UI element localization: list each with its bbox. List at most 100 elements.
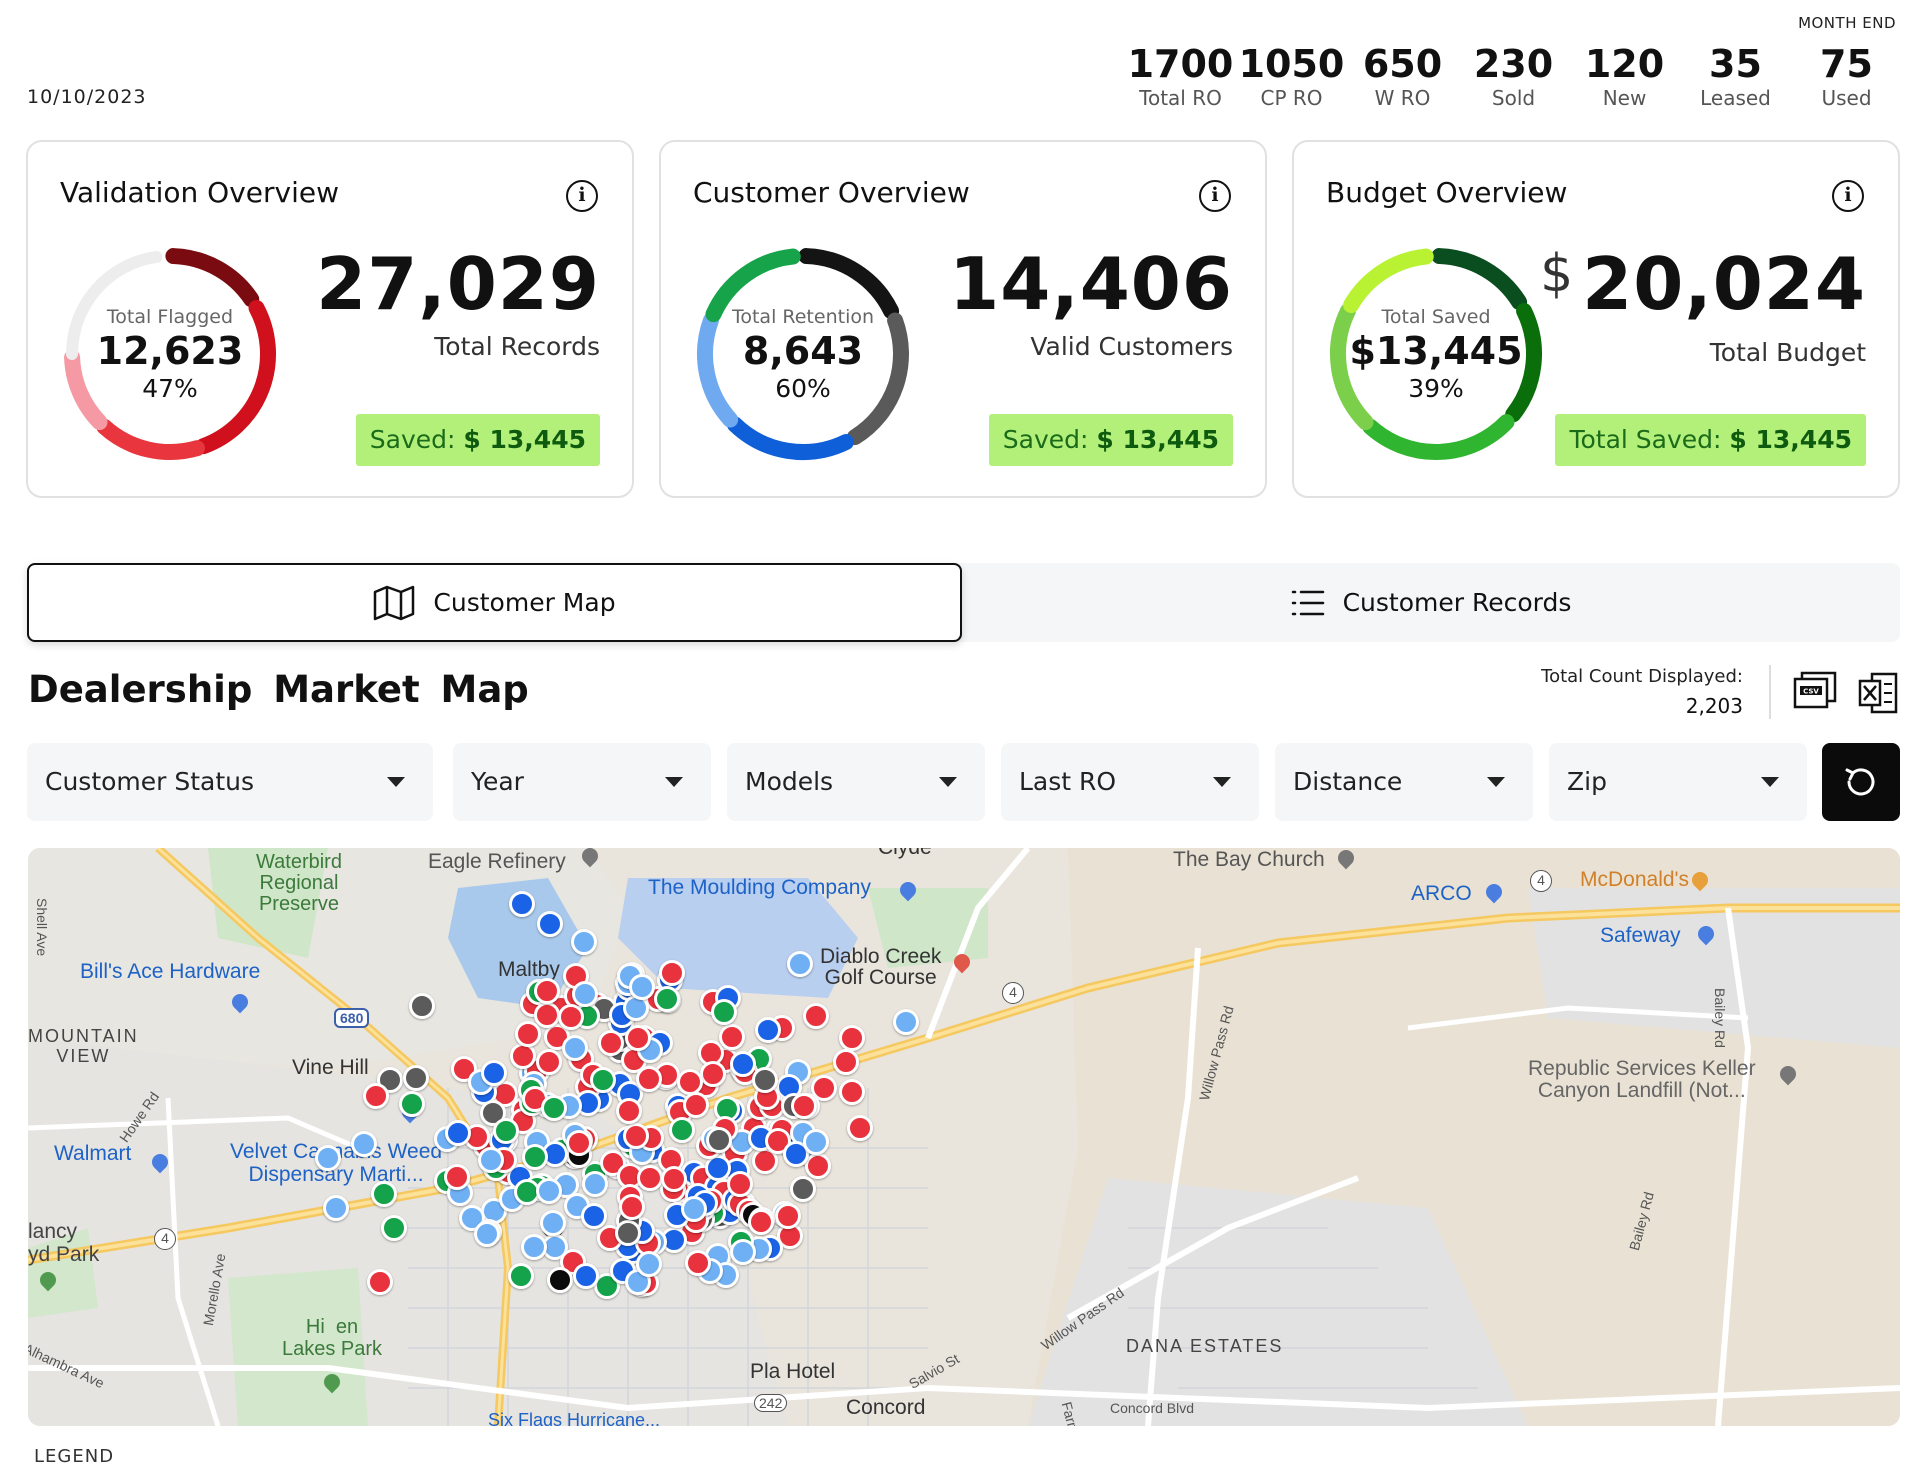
donut-center: Total Retention 8,643 60% [691, 242, 915, 466]
customer-marker[interactable] [615, 1219, 642, 1246]
reset-filters-button[interactable] [1822, 743, 1900, 821]
customer-marker[interactable] [661, 1165, 688, 1192]
customer-marker[interactable] [629, 973, 656, 1000]
donut-center: Total Saved $13,445 39% [1324, 242, 1548, 466]
customer-marker[interactable] [752, 1067, 779, 1094]
donut-segment [195, 299, 276, 455]
customer-marker[interactable] [536, 1049, 563, 1076]
customer-marker[interactable] [537, 911, 563, 937]
customer-marker[interactable] [791, 1093, 817, 1120]
customer-marker[interactable] [719, 1024, 746, 1051]
customer-marker[interactable] [540, 1095, 567, 1122]
customer-marker[interactable] [381, 1215, 407, 1241]
customer-marker[interactable] [546, 1267, 573, 1294]
customer-marker[interactable] [323, 1195, 349, 1221]
customer-marker[interactable] [533, 978, 560, 1005]
customer-marker[interactable] [680, 1196, 707, 1223]
customer-marker[interactable] [615, 1098, 642, 1125]
filter-last-ro[interactable]: Last RO [1001, 743, 1259, 821]
customer-marker[interactable] [514, 1179, 541, 1206]
customer-marker[interactable] [775, 1203, 802, 1230]
customer-marker[interactable] [371, 1181, 397, 1207]
customer-marker[interactable] [582, 1171, 609, 1198]
filter-zip[interactable]: Zip [1549, 743, 1807, 821]
customer-marker[interactable] [729, 1239, 756, 1266]
customer-marker[interactable] [351, 1131, 377, 1157]
customer-marker[interactable] [802, 1128, 829, 1155]
customer-marker[interactable] [522, 1143, 549, 1170]
customer-marker[interactable] [705, 1126, 732, 1153]
info-icon[interactable]: i [1832, 180, 1864, 212]
customer-marker[interactable] [805, 1153, 831, 1179]
filter-distance[interactable]: Distance [1275, 743, 1533, 821]
customer-marker[interactable] [445, 1120, 472, 1147]
customer-marker[interactable] [520, 1234, 547, 1261]
customer-marker[interactable] [572, 980, 599, 1007]
map-label-maltby: Maltby [498, 958, 560, 981]
customer-marker[interactable] [573, 1262, 600, 1289]
customer-marker[interactable] [668, 1116, 695, 1143]
filter-customer-status[interactable]: Customer Status [27, 743, 433, 821]
customer-marker[interactable] [409, 993, 435, 1019]
customer-marker[interactable] [833, 1049, 859, 1075]
filter-year[interactable]: Year [453, 743, 711, 821]
info-icon[interactable]: i [1199, 180, 1231, 212]
customer-marker[interactable] [635, 1251, 662, 1278]
customer-marker[interactable] [618, 1194, 645, 1221]
customer-marker[interactable] [755, 1017, 782, 1043]
customer-marker[interactable] [473, 1221, 500, 1248]
customer-map[interactable]: Waterbird Regional Preserve Eagle Refine… [28, 848, 1900, 1426]
excel-icon[interactable] [1858, 671, 1898, 715]
filter-models[interactable]: Models [727, 743, 985, 821]
info-icon[interactable]: i [566, 180, 598, 212]
customer-marker[interactable] [790, 1175, 817, 1202]
customer-marker[interactable] [581, 1203, 608, 1230]
customer-marker[interactable] [653, 985, 680, 1012]
customer-marker[interactable] [481, 1060, 508, 1087]
customer-marker[interactable] [730, 1051, 757, 1078]
customer-marker[interactable] [787, 951, 813, 977]
customer-marker[interactable] [399, 1091, 425, 1117]
customer-marker[interactable] [535, 1177, 562, 1204]
customer-marker[interactable] [622, 1122, 649, 1149]
customer-marker[interactable] [493, 1118, 520, 1145]
donut-value: 8,643 [742, 328, 864, 373]
tab-customer-map[interactable]: Customer Map [27, 563, 962, 642]
customer-marker[interactable] [558, 1004, 585, 1031]
customer-marker[interactable] [677, 1068, 704, 1095]
tab-customer-records[interactable]: Customer Records [962, 563, 1900, 642]
customer-marker[interactable] [509, 891, 535, 917]
customer-marker[interactable] [726, 1170, 753, 1197]
customer-marker[interactable] [561, 1035, 588, 1062]
customer-marker[interactable] [803, 1003, 829, 1029]
customer-marker[interactable] [847, 1115, 873, 1141]
customer-marker[interactable] [507, 1262, 534, 1289]
customer-marker[interactable] [711, 998, 738, 1025]
customer-marker[interactable] [540, 1209, 567, 1236]
customer-marker[interactable] [315, 1145, 341, 1171]
customer-marker[interactable] [839, 1079, 865, 1105]
customer-marker[interactable] [598, 1030, 625, 1057]
customer-marker[interactable] [478, 1147, 505, 1174]
customer-marker[interactable] [636, 1065, 663, 1092]
customer-marker[interactable] [514, 1020, 541, 1047]
customer-marker[interactable] [764, 1128, 791, 1155]
customer-marker[interactable] [839, 1025, 865, 1051]
customer-marker[interactable] [566, 1129, 593, 1156]
customer-marker[interactable] [747, 1208, 774, 1235]
validation-overview-card: Validation Overview i Total Flagged 12,6… [26, 140, 634, 498]
customer-marker[interactable] [403, 1065, 429, 1091]
customer-marker[interactable] [893, 1009, 919, 1035]
customer-marker[interactable] [659, 960, 686, 987]
customer-marker[interactable] [443, 1163, 470, 1190]
customer-marker[interactable] [367, 1269, 393, 1295]
customer-marker[interactable] [363, 1083, 389, 1109]
customer-marker[interactable] [571, 929, 597, 955]
customer-marker[interactable] [683, 1091, 710, 1118]
customer-marker[interactable] [700, 1060, 727, 1087]
customer-marker[interactable] [624, 1024, 651, 1051]
customer-marker[interactable] [509, 1042, 536, 1069]
csv-icon[interactable]: CSV [1793, 671, 1837, 715]
customer-marker[interactable] [589, 1067, 616, 1094]
customer-marker[interactable] [685, 1249, 712, 1276]
